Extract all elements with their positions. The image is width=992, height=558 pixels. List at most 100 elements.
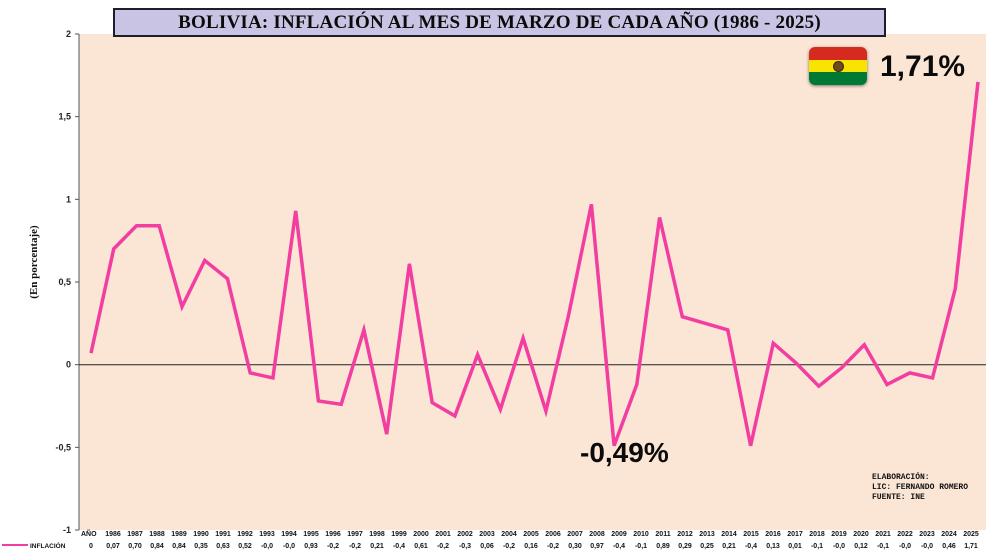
table-year-label: 1991 <box>215 531 231 538</box>
table-value-label: -0,0 <box>921 543 933 550</box>
table-value-label: 0,63 <box>216 543 230 550</box>
table-year-label: 1999 <box>391 531 407 538</box>
table-year-label: 1988 <box>149 531 165 538</box>
table-year-label: 2004 <box>501 531 517 538</box>
y-tick-label: 0 <box>66 360 71 370</box>
y-axis: -1 -0,5 0 0,5 1 1,5 2 <box>55 29 80 535</box>
table-value-label: 0,29 <box>678 543 692 550</box>
table-year-label: 2016 <box>765 531 781 538</box>
table-year-label: 1992 <box>237 531 253 538</box>
table-value-label: 0,89 <box>656 543 670 550</box>
data-table: AÑO INFLACIÓN 0 1986 0,07 1987 0,70 1988 0,84 198… <box>2 529 979 550</box>
table-year-label: 2006 <box>545 531 561 538</box>
y-tick-label: 0,5 <box>58 277 71 287</box>
flag-emblem <box>833 61 844 72</box>
table-value-label: 0,21 <box>370 543 384 550</box>
y-tick-label: -1 <box>63 525 71 535</box>
table-value-label: -0,2 <box>437 543 449 550</box>
table-value-label: 0,07 <box>106 543 120 550</box>
table-year-label: 2023 <box>919 531 935 538</box>
table-value-label: -0,0 <box>833 543 845 550</box>
series-layer <box>89 81 980 447</box>
table-year-label: 1995 <box>303 531 319 538</box>
table-value-label: 0,35 <box>194 543 208 550</box>
table-year-label: 2005 <box>523 531 539 538</box>
table-year-label: 2020 <box>853 531 869 538</box>
credit-line-3: FUENTE: INE <box>872 493 925 502</box>
table-value-label: -0,1 <box>877 543 889 550</box>
series-line-inflacion <box>89 81 980 447</box>
table-value-label: 0,52 <box>238 543 252 550</box>
table-value-label: 0,70 <box>128 543 142 550</box>
plot-area <box>79 34 986 530</box>
table-year-label: 1998 <box>369 531 385 538</box>
table-value-label: -0,0 <box>283 543 295 550</box>
annotation-last-value: 1,71% <box>880 50 966 83</box>
table-value-label: 0,97 <box>590 543 604 550</box>
table-value-label: 0,93 <box>304 543 318 550</box>
flag-stripe-green <box>809 72 867 85</box>
table-value-label: -0,2 <box>327 543 339 550</box>
table-year-label: 2010 <box>633 531 649 538</box>
table-value-label: -0,2 <box>547 543 559 550</box>
table-year-label: 2013 <box>699 531 715 538</box>
table-year-label: 2015 <box>743 531 759 538</box>
table-year-label: 2011 <box>655 531 670 538</box>
table-value-label: -0,3 <box>459 543 471 550</box>
table-year-label: 1989 <box>171 531 187 538</box>
annotation-min-value: -0,49% <box>580 437 669 468</box>
table-value-label: 0,25 <box>700 543 714 550</box>
table-year-label: 2012 <box>677 531 693 538</box>
y-axis-label: (En porcentaje) <box>28 225 40 299</box>
table-year-label: 1994 <box>281 531 297 538</box>
table-value-label: 0,84 <box>150 543 164 550</box>
table-year-label: 2009 <box>611 531 627 538</box>
y-tick-label: 2 <box>66 29 71 39</box>
table-value-label: -0,4 <box>745 543 757 550</box>
table-value-label: 0,13 <box>766 543 780 550</box>
table-year-label: 1996 <box>325 531 341 538</box>
table-year-label: 1993 <box>259 531 275 538</box>
table-value-label: 0,30 <box>568 543 582 550</box>
table-year-label: 2014 <box>721 531 737 538</box>
table-value-label: -0,2 <box>503 543 515 550</box>
chart-title: BOLIVIA: INFLACIÓN AL MES DE MARZO DE CA… <box>113 8 886 37</box>
table-value-label: 0,06 <box>480 543 494 550</box>
table-year-label: 2021 <box>875 531 891 538</box>
table-year-label: 2002 <box>457 531 473 538</box>
credit-line-2: LIC: FERNANDO ROMERO <box>872 483 969 492</box>
table-year-label: 2024 <box>941 531 957 538</box>
flag-stripe-red <box>809 47 867 60</box>
table-year-label: 2000 <box>413 531 429 538</box>
table-year-label: 2025 <box>963 531 979 538</box>
table-year-label: 2018 <box>809 531 825 538</box>
table-year-label: 1986 <box>105 531 121 538</box>
table-value-label: -0,1 <box>811 543 823 550</box>
table-value-label: -0,2 <box>349 543 361 550</box>
table-first-value: 0 <box>89 543 93 550</box>
table-value-label: -0,0 <box>899 543 911 550</box>
table-year-label: 1990 <box>193 531 209 538</box>
table-value-label: 0,21 <box>722 543 736 550</box>
table-year-label: 2019 <box>831 531 847 538</box>
table-row-label-year: AÑO <box>81 529 97 538</box>
bolivia-flag-icon <box>809 47 867 85</box>
table-value-label: 1,71 <box>964 543 978 550</box>
table-value-label: -0,4 <box>393 543 405 550</box>
y-tick-label: -0,5 <box>55 442 71 452</box>
table-year-label: 1997 <box>347 531 363 538</box>
table-value-label: 0,84 <box>172 543 186 550</box>
table-value-label: 0,12 <box>854 543 868 550</box>
table-year-label: 2007 <box>567 531 583 538</box>
credit-block: ELABORACIÓN: LIC: FERNANDO ROMERO FUENTE… <box>872 473 968 503</box>
credit-line-1: ELABORACIÓN: <box>872 473 930 482</box>
y-tick-label: 1,5 <box>58 112 71 122</box>
table-value-label: -0,1 <box>635 543 647 550</box>
table-value-label: 0,01 <box>788 543 802 550</box>
table-value-label: -0,0 <box>261 543 273 550</box>
table-year-label: 2003 <box>479 531 495 538</box>
table-value-label: 0,16 <box>524 543 538 550</box>
y-tick-label: 1 <box>66 194 71 204</box>
table-year-label: 2022 <box>897 531 913 538</box>
